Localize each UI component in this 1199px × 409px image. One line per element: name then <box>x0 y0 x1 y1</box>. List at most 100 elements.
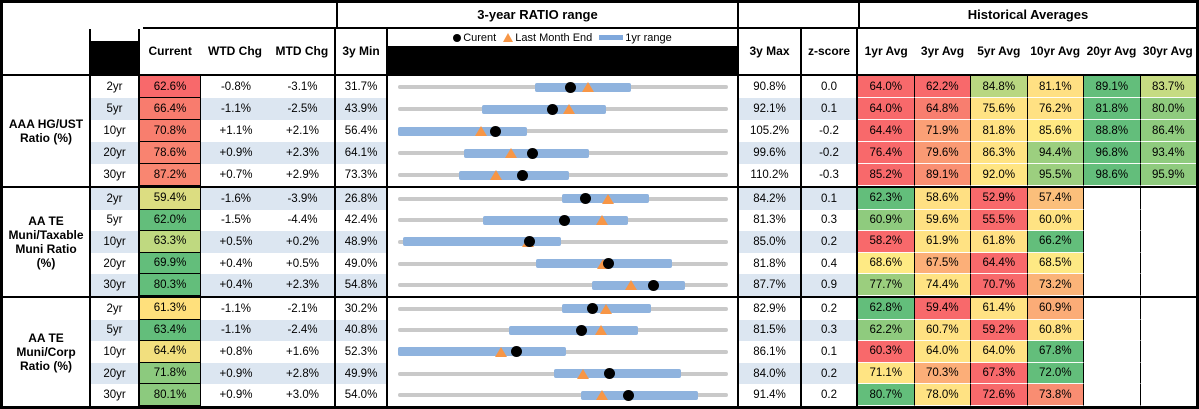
avg-cell: 92.0% <box>971 164 1028 186</box>
table-row: 10yr 70.8% +1.1% +2.1% 56.4% 105.2% -0.2 64.4% 7… <box>91 120 1196 142</box>
avg-cell: 72.0% <box>1027 362 1084 385</box>
avg-cell <box>1140 253 1196 275</box>
avg-cell: 85.2% <box>858 164 915 186</box>
avg-cell: 73.8% <box>1027 384 1084 406</box>
current-dot-icon <box>453 33 462 42</box>
current-value-cell: 70.8% <box>140 120 201 142</box>
current-dot-marker <box>489 125 501 137</box>
z-score-cell: 0.1 <box>802 188 858 210</box>
z-score-cell: 0.2 <box>802 298 858 320</box>
title-band-left-spacer <box>3 3 143 29</box>
current-dot-marker <box>579 193 591 205</box>
last-month-end-triangle-marker <box>490 170 503 180</box>
averages-column-headers: 1yr Avg 3yr Avg 5yr Avg 10yr Avg 20yr Av… <box>858 29 1196 74</box>
averages-cells: 62.3% 58.6% 52.9% 57.4% <box>858 188 1196 210</box>
table-row: 30yr 80.1% +0.9% +3.0% 54.0% 91.4% 0.2 80.7% 78.… <box>91 384 1196 406</box>
current-dot-marker <box>510 346 522 358</box>
max-3y-cell: 86.1% <box>739 341 802 363</box>
avg-cell: 70.3% <box>914 362 971 385</box>
legend-current-item: Curent <box>453 32 496 44</box>
current-dot-marker <box>648 279 660 291</box>
last-month-end-triangle-marker <box>594 325 607 336</box>
min-3y-cell: 48.9% <box>336 231 388 253</box>
section-label-line: Muni Ratio <box>15 242 77 256</box>
avg-cell: 64.0% <box>858 76 915 98</box>
section-label-line: (%) <box>36 256 56 270</box>
averages-cells: 71.1% 70.3% 67.3% 72.0% <box>858 362 1196 385</box>
current-value-cell: 63.3% <box>140 231 201 253</box>
current-column-header: Current <box>148 44 192 58</box>
mtd-chg-cell: -3.1% <box>271 76 336 98</box>
z-score-cell: 0.2 <box>802 384 858 406</box>
range-chart <box>388 341 739 363</box>
averages-cells: 68.6% 67.5% 64.4% 68.5% <box>858 252 1196 275</box>
avg-cell: 62.8% <box>858 298 915 320</box>
last-month-end-triangle-marker <box>475 126 488 136</box>
range-bar-1yr <box>553 369 681 379</box>
z-score-cell: -0.2 <box>802 120 858 142</box>
range-line-3y <box>398 239 728 244</box>
range-bar-icon <box>599 35 624 40</box>
avg-cell: 81.8% <box>971 120 1028 142</box>
wtd-chg-cell: +1.1% <box>201 120 271 142</box>
min-3y-cell: 26.8% <box>336 188 388 210</box>
range-bar-1yr <box>398 347 566 357</box>
tenor-label: 20yr <box>91 142 140 164</box>
mtd-chg-column-header: MTD Chg <box>275 44 329 58</box>
z-score-cell: -0.2 <box>802 142 858 164</box>
range-chart <box>388 231 739 253</box>
avg-cell: 59.6% <box>914 209 971 232</box>
max-3y-cell: 85.0% <box>739 231 802 253</box>
tenor-label: 2yr <box>91 298 140 320</box>
range-bar-1yr <box>580 390 698 400</box>
avg-cell: 67.5% <box>914 252 971 275</box>
avg-cell: 62.3% <box>858 188 915 210</box>
title-band: 3-year RATIO range Historical Averages <box>3 3 1196 29</box>
avg-cell <box>1084 209 1141 232</box>
avg-cell <box>1140 210 1196 232</box>
range-chart <box>388 384 739 406</box>
last-month-end-triangle-marker <box>494 346 507 357</box>
black-header-block <box>91 41 138 74</box>
avg-cell <box>1140 341 1196 363</box>
range-bar-1yr <box>509 325 638 335</box>
averages-cells: 77.7% 74.4% 70.7% 73.2% <box>858 274 1196 296</box>
avg-cell: 68.6% <box>858 252 915 275</box>
avg-cell: 96.8% <box>1084 142 1141 164</box>
avg-cell: 80.0% <box>1140 98 1196 120</box>
avg-cell: 64.4% <box>858 120 915 142</box>
current-dot-marker <box>587 303 599 315</box>
avg-cell: 55.5% <box>971 209 1028 232</box>
range-line-3y <box>398 283 728 288</box>
avg-cell: 64.0% <box>914 341 971 363</box>
avg-3yr-column-header: 3yr Avg <box>920 44 965 58</box>
tenor-label: 20yr <box>91 252 140 275</box>
wtd-chg-column-header: WTD Chg <box>208 44 262 58</box>
avg-cell: 85.6% <box>1027 120 1084 142</box>
min-3y-cell: 64.1% <box>336 142 388 164</box>
avg-cell: 60.9% <box>1027 298 1084 320</box>
current-dot-marker <box>558 214 570 226</box>
averages-cells: 85.2% 89.1% 92.0% 95.5% 98.6% 95.9% <box>858 164 1196 186</box>
range-bar-1yr <box>482 215 628 225</box>
z-score-cell: 0.4 <box>802 252 858 275</box>
averages-cells: 60.9% 59.6% 55.5% 60.0% <box>858 209 1196 232</box>
last-month-end-triangle-marker <box>581 82 594 92</box>
max-3y-cell: 87.7% <box>739 274 802 296</box>
averages-cells: 64.4% 71.9% 81.8% 85.6% 88.8% 86.4% <box>858 120 1196 142</box>
table-row: 10yr 64.4% +0.8% +1.6% 52.3% 86.1% 0.1 60.3% 64.… <box>91 341 1196 363</box>
z-score-cell: 0.1 <box>802 341 858 363</box>
wtd-chg-cell: +0.8% <box>201 341 271 363</box>
avg-cell: 88.8% <box>1084 120 1141 142</box>
avg-cell <box>1084 231 1141 253</box>
avg-cell <box>1084 298 1141 320</box>
avg-cell: 52.9% <box>971 188 1028 210</box>
range-chart-header: Curent Last Month End 1yr range <box>388 29 739 74</box>
avg-cell: 64.4% <box>971 252 1028 275</box>
avg-cell <box>1140 384 1196 406</box>
wtd-chg-cell: -1.6% <box>201 188 271 210</box>
avg-cell: 81.8% <box>1084 98 1141 120</box>
avg-cell: 76.4% <box>858 142 915 164</box>
avg-cell <box>1140 320 1196 342</box>
min-3y-cell: 42.4% <box>336 209 388 232</box>
